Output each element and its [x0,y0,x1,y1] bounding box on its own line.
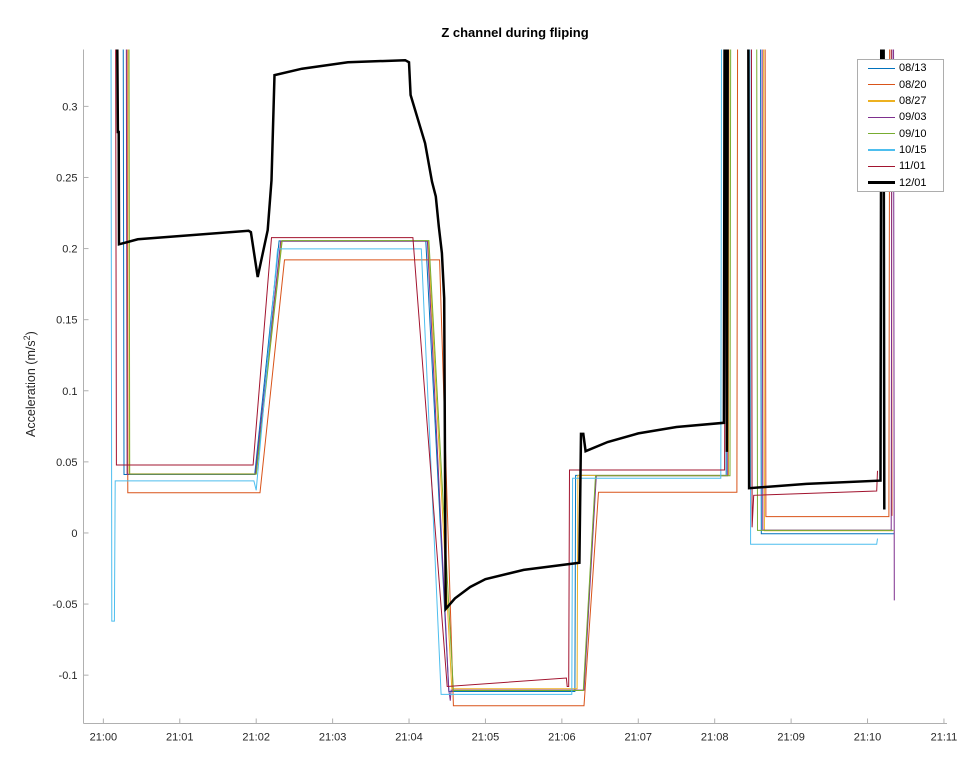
x-tick-label: 21:09 [777,732,805,744]
legend-item-label: 09/10 [899,127,927,140]
chart-title: Z channel during fliping [441,25,589,40]
series-line-08-20 [126,49,893,707]
legend-item-09-03: 09/03 [868,109,943,125]
x-tick-label: 21:04 [395,732,423,744]
legend-item-08-27: 08/27 [868,93,943,109]
y-tick-label: 0 [71,528,77,540]
legend-line-sample [868,67,895,70]
y-axis-label: Acceleration (m/s2) [22,234,38,534]
x-tick-label: 21:10 [854,732,882,744]
y-tick-label: 0.2 [62,244,77,256]
x-tick-label: 21:11 [931,732,958,744]
series-line-08-13 [122,49,895,692]
y-axis-label-close: ) [24,331,39,336]
y-tick-label: 0.25 [56,172,77,184]
series-line-09-10 [128,49,894,691]
y-tick-label: -0.1 [59,670,78,682]
y-tick-label: -0.05 [52,599,77,611]
legend-item-11-01: 11/01 [868,158,943,174]
legend-item-label: 08/13 [899,62,927,75]
series-line-09-03 [125,49,895,701]
legend-item-label: 09/03 [899,111,927,124]
x-tick-label: 21:06 [548,732,576,744]
legend-line-sample [868,83,895,86]
legend-line-sample [868,165,895,168]
x-tick-label: 21:07 [625,732,653,744]
legend-item-08-20: 08/20 [868,77,943,93]
legend-line-sample [868,181,895,185]
y-tick-label: 0.3 [62,101,77,113]
y-axis-label-sup: 2 [21,335,32,341]
series-line-08-27 [128,49,893,690]
x-tick-label: 21:00 [90,732,118,744]
y-tick-label: 0.1 [62,386,77,398]
x-tick-label: 21:02 [242,732,270,744]
x-tick-label: 21:01 [166,732,194,744]
legend-item-08-13: 08/13 [868,60,943,76]
x-tick-label: 21:03 [319,732,347,744]
legend-line-sample [868,100,895,102]
y-tick-label: 0.15 [56,315,77,327]
y-tick-label: 0.05 [56,457,77,469]
legend-item-label: 11/01 [899,160,926,173]
legend-line-sample [868,116,895,119]
legend-item-label: 12/01 [899,176,927,189]
series-line-12-01 [116,49,886,613]
y-axis-label-text: Acceleration (m/s [24,340,39,437]
legend-item-label: 08/20 [899,78,927,91]
legend-item-10-15: 10/15 [868,142,943,158]
series-line-11-01 [115,49,878,688]
legend-item-12-01: 12/01 [868,175,943,191]
legend-item-label: 08/27 [899,94,927,107]
legend-line-sample [868,132,895,135]
series-line-10-15 [110,49,878,695]
legend-item-label: 10/15 [899,143,927,156]
x-tick-label: 21:08 [701,732,729,744]
x-tick-label: 21:05 [472,732,500,744]
legend-item-09-10: 09/10 [868,126,943,142]
legend-line-sample [868,149,895,151]
legend: 08/13 08/20 08/27 09/03 09/10 10/15 11/01 12/01 [857,59,944,192]
